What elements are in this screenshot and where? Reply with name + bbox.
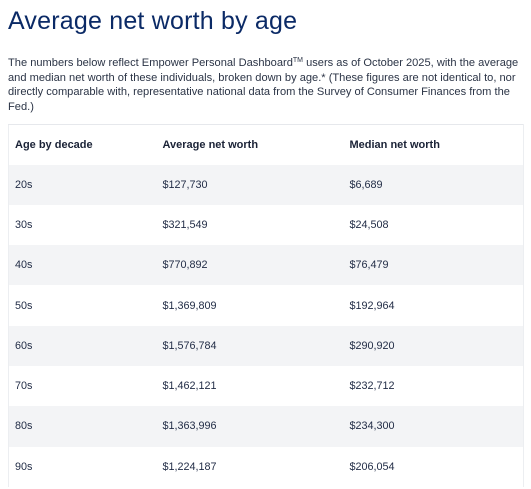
age-cell: 30s bbox=[8, 204, 157, 246]
average-cell: $1,462,121 bbox=[162, 380, 217, 393]
average-cell: $770,892 bbox=[162, 259, 208, 272]
table-header-row: Age by decade Average net worth Median n… bbox=[8, 124, 524, 165]
table-row: 20s $127,730 $6,689 bbox=[8, 164, 524, 205]
median-cell: $232,712 bbox=[343, 365, 524, 407]
age-cell: 70s bbox=[8, 365, 157, 407]
median-cell: $6,689 bbox=[343, 164, 524, 205]
age-cell: 40s bbox=[8, 245, 157, 286]
median-cell: $24,508 bbox=[343, 204, 524, 246]
table-row: 60s $1,576,784 $290,920 bbox=[8, 325, 524, 366]
age-cell: 60s bbox=[8, 325, 157, 366]
age-cell: 50s bbox=[8, 285, 157, 326]
median-cell: $76,479 bbox=[343, 245, 524, 286]
intro-text-start: The numbers below reflect Empower Person… bbox=[8, 57, 293, 69]
average-cell: $1,576,784 bbox=[162, 339, 217, 352]
median-cell: $234,300 bbox=[343, 406, 524, 447]
table-row: 40s $770,892 $76,479 bbox=[8, 245, 524, 286]
median-cell: $192,964 bbox=[343, 285, 524, 326]
average-cell: $127,730 bbox=[162, 178, 208, 191]
average-cell: $1,363,996 bbox=[162, 420, 217, 433]
age-cell: 80s bbox=[8, 406, 157, 447]
table-row: 50s $1,369,809 $192,964 bbox=[8, 285, 524, 326]
table-row: 90s $1,224,187 $206,054 bbox=[8, 446, 524, 487]
column-header-age: Age by decade bbox=[8, 124, 157, 165]
average-cell: $1,224,187 bbox=[162, 460, 217, 473]
intro-paragraph: The numbers below reflect Empower Person… bbox=[8, 56, 523, 114]
table-row: 70s $1,462,121 $232,712 bbox=[8, 365, 524, 407]
average-cell: $1,369,809 bbox=[162, 299, 217, 312]
column-header-average: Average net worth bbox=[156, 124, 344, 165]
age-cell: 90s bbox=[8, 446, 157, 487]
median-cell: $206,054 bbox=[343, 446, 524, 487]
median-cell: $290,920 bbox=[343, 325, 524, 366]
trademark-mark: TM bbox=[292, 57, 303, 64]
intro-text-end: users as of October 2025, with the avera… bbox=[8, 57, 519, 113]
age-cell: 20s bbox=[8, 164, 157, 205]
table-row: 80s $1,363,996 $234,300 bbox=[8, 406, 524, 447]
net-worth-table: Age by decade Average net worth Median n… bbox=[8, 124, 524, 487]
page-title: Average net worth by age bbox=[8, 7, 298, 35]
table-row: 30s $321,549 $24,508 bbox=[8, 204, 524, 246]
column-header-median: Median net worth bbox=[343, 124, 524, 165]
average-cell: $321,549 bbox=[162, 218, 208, 231]
